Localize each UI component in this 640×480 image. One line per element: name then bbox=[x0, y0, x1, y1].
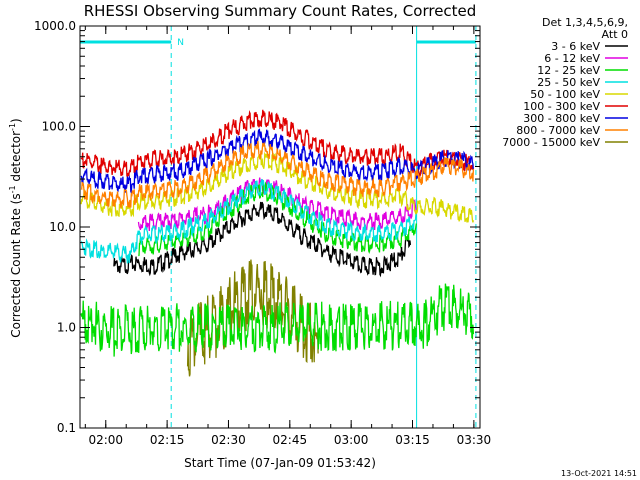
series-trace-3 bbox=[80, 178, 418, 264]
y-tick-label: 10.0 bbox=[49, 220, 76, 234]
legend-header-line1: Det 1,3,4,5,6,9, bbox=[542, 16, 628, 29]
series-trace-0 bbox=[113, 201, 412, 278]
x-tick-label: 03:00 bbox=[334, 433, 369, 447]
y-axis-label-mid: detector bbox=[9, 131, 23, 186]
y-tick-label: 1000.0 bbox=[34, 19, 76, 33]
legend-label: 7000 - 15000 keV bbox=[502, 136, 600, 149]
legend-label: 300 - 800 keV bbox=[523, 112, 600, 125]
night-block-trace-20 bbox=[80, 283, 475, 357]
series-trace-5 bbox=[80, 109, 474, 179]
y-axis-label-end: ) bbox=[9, 118, 23, 123]
y-tick-label: 100.0 bbox=[42, 120, 76, 134]
x-tick-label: 03:30 bbox=[457, 433, 492, 447]
legend-label: 6 - 12 keV bbox=[544, 52, 600, 65]
axes: 02:00 02:15 02:30 02:45 03:00 03:15 03:30 0.1 1.… bbox=[34, 19, 491, 447]
y-axis-label: Corrected Count Rate (s-1 detector-1) bbox=[8, 118, 23, 337]
plot-area: N bbox=[79, 26, 477, 428]
x-tick-label: 02:30 bbox=[211, 433, 246, 447]
y-tick-label: 1.0 bbox=[57, 321, 76, 335]
legend-header-line2: Att 0 bbox=[602, 28, 628, 41]
y-axis-label-sup2: -1 bbox=[8, 123, 17, 131]
timestamp: 13-Oct-2021 14:51 bbox=[561, 469, 637, 478]
x-axis-label: Start Time (07-Jan-09 01:53:42) bbox=[184, 456, 376, 470]
y-tick-label: 0.1 bbox=[57, 421, 76, 435]
legend-label: 3 - 6 keV bbox=[551, 40, 600, 53]
x-tick-label: 02:00 bbox=[88, 433, 123, 447]
series-trace-7 bbox=[80, 140, 475, 208]
x-tick-label: 03:15 bbox=[395, 433, 430, 447]
x-tick-label: 02:45 bbox=[273, 433, 308, 447]
legend-label: 25 - 50 keV bbox=[537, 76, 600, 89]
legend-label: 12 - 25 keV bbox=[537, 64, 600, 77]
series-trace-4 bbox=[80, 151, 475, 223]
y-axis-label-sup1: -1 bbox=[8, 185, 17, 193]
x-tick-label: 02:15 bbox=[150, 433, 185, 447]
legend-label: 50 - 100 keV bbox=[530, 88, 600, 101]
y-axis-label-main: Corrected Count Rate (s bbox=[9, 193, 23, 337]
chart-title: RHESSI Observing Summary Count Rates, Co… bbox=[84, 2, 477, 20]
legend-label: 100 - 300 keV bbox=[523, 100, 600, 113]
legend-label: 800 - 7000 keV bbox=[516, 124, 600, 137]
saa-flag: N bbox=[177, 38, 184, 48]
